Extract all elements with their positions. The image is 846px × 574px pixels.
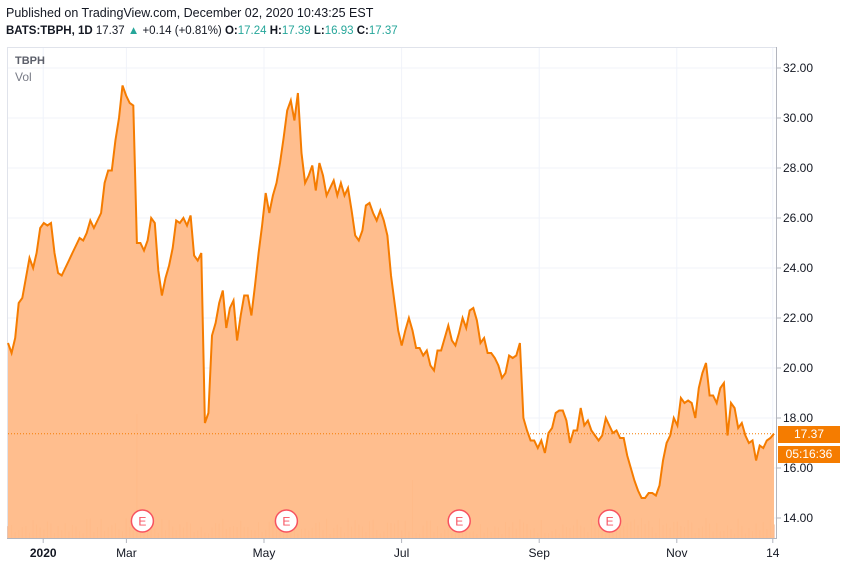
earnings-marker-circle <box>130 509 155 533</box>
y-tick-label: 22.00 <box>783 311 813 325</box>
high-label: H: <box>269 25 282 37</box>
x-tick-label: May <box>253 546 276 560</box>
published-line: Published on TradingView.com, December 0… <box>6 6 374 20</box>
earnings-marker-circle <box>447 509 471 533</box>
x-tick-label: Sep <box>529 546 551 560</box>
last-price: 17.37 <box>95 25 125 37</box>
y-axis-ticks: 14.00 16.00 18.00 20.00 22.00 24.00 26.00 28.00… <box>776 61 813 525</box>
y-tick-label: 20.00 <box>783 361 813 375</box>
x-tick-label: Nov <box>666 546 687 560</box>
volume-overlay-label[interactable]: Vol <box>15 70 32 84</box>
earnings-marker-label: E <box>606 515 614 529</box>
y-tick-label: 28.00 <box>783 161 813 175</box>
price-line <box>7 85 775 499</box>
y-tick-label: 30.00 <box>783 111 813 125</box>
last-price-tag: 17.37 <box>778 426 840 443</box>
earnings-marker-circle <box>274 509 299 533</box>
symbol-label[interactable]: BATS:TBPH, 1D <box>6 25 93 37</box>
close-value: 17.37 <box>368 25 398 37</box>
y-tick-label: 16.00 <box>783 461 813 475</box>
x-tick-label: Jul <box>394 546 409 560</box>
y-tick-label: 24.00 <box>783 261 813 275</box>
open-value: 17.24 <box>237 25 267 37</box>
x-tick-label: 2020 <box>30 546 57 560</box>
earnings-marker-label: E <box>138 515 146 529</box>
symbol-overlay-name[interactable]: TBPH <box>15 55 45 67</box>
y-tick-label: 14.00 <box>783 511 813 525</box>
earnings-marker-label: E <box>455 515 463 529</box>
countdown-tag: 05:16:36 <box>778 446 840 463</box>
close-label: C: <box>356 25 369 37</box>
x-axis-ticks: 2020 Mar May Jul Sep Nov 14 <box>30 538 780 560</box>
open-label: O: <box>224 25 238 37</box>
price-area-fill <box>8 85 774 538</box>
high-value: 17.39 <box>281 25 311 37</box>
ohlc-line: BATS:TBPH, 1D 17.37 ▲ +0.14 (+0.81%) O:1… <box>6 23 398 39</box>
x-tick-label: 14 <box>766 546 780 560</box>
y-tick-label: 26.00 <box>783 211 813 225</box>
low-value: 16.93 <box>324 25 354 37</box>
x-tick-label: Mar <box>116 546 137 560</box>
y-tick-label: 32.00 <box>783 61 813 75</box>
y-tick-label: 18.00 <box>783 411 813 425</box>
chart-header: Published on TradingView.com, December 0… <box>6 5 398 39</box>
earnings-marker-circle <box>597 509 622 533</box>
earnings-marker-label: E <box>282 515 290 529</box>
up-arrow-icon: ▲ <box>127 25 140 37</box>
low-label: L: <box>313 25 325 37</box>
price-change: +0.14 (+0.81%) <box>142 25 222 37</box>
